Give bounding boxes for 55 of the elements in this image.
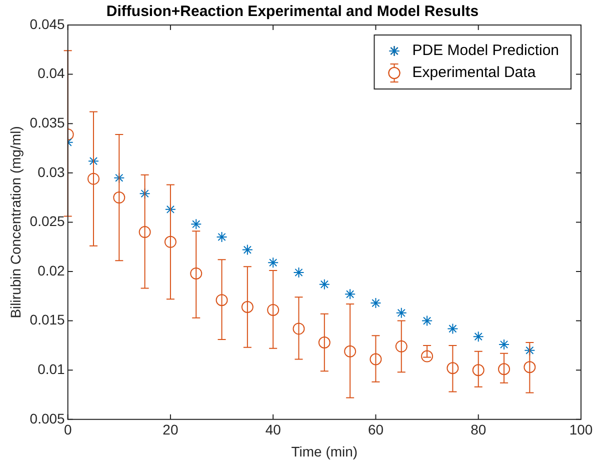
x-tick-label: 40 — [265, 422, 282, 438]
y-tick-label: 0.02 — [38, 262, 66, 278]
y-tick-label: 0.04 — [38, 65, 66, 82]
x-tick-label: 20 — [162, 422, 178, 438]
point — [114, 172, 125, 184]
y-tick-label: 0.03 — [38, 164, 66, 180]
y-tick-label: 0.035 — [30, 114, 66, 130]
point — [268, 257, 279, 268]
point — [472, 364, 484, 376]
x-tick-label: 60 — [368, 422, 384, 438]
point — [113, 192, 126, 204]
point — [190, 218, 202, 230]
x-tick-label: 80 — [470, 422, 486, 438]
point — [87, 172, 100, 185]
point — [216, 294, 228, 306]
point — [241, 300, 254, 313]
x-tick-label: 0 — [64, 422, 72, 438]
x-axis-title: Time (min) — [291, 443, 358, 460]
y-tick-label: 0.015 — [30, 312, 66, 328]
point — [293, 266, 304, 278]
point — [446, 362, 459, 374]
point — [447, 323, 458, 334]
point — [190, 267, 202, 280]
y-tick-label: 0.045 — [30, 16, 66, 32]
x-tick-label: 100 — [569, 422, 593, 438]
point — [524, 361, 536, 374]
point — [344, 288, 356, 300]
point — [138, 226, 151, 238]
point — [370, 298, 382, 309]
point — [164, 204, 176, 215]
point — [292, 322, 305, 335]
point — [498, 363, 510, 376]
y-axis-title: Bilirubin Concentration (mg/ml) — [7, 126, 24, 318]
point — [242, 244, 253, 256]
point — [267, 304, 280, 316]
legend-label: Experimental Data — [412, 64, 536, 82]
point — [370, 353, 382, 366]
y-tick-label: 0.025 — [30, 213, 66, 230]
point — [524, 344, 536, 356]
y-tick-label: 0.01 — [38, 360, 66, 377]
point — [164, 236, 176, 248]
point — [139, 188, 150, 200]
y-tick-label: 0.005 — [30, 410, 66, 426]
point — [318, 278, 330, 290]
point — [395, 340, 408, 352]
point — [421, 350, 434, 362]
legend-label: PDE Model Prediction — [412, 42, 559, 60]
point — [498, 338, 510, 350]
point — [318, 336, 330, 348]
point — [422, 315, 433, 326]
point — [344, 345, 356, 358]
point — [396, 307, 407, 318]
point — [472, 331, 484, 342]
chart-title: Diffusion+Reaction Experimental and Model Results — [106, 3, 479, 20]
point — [216, 231, 228, 242]
